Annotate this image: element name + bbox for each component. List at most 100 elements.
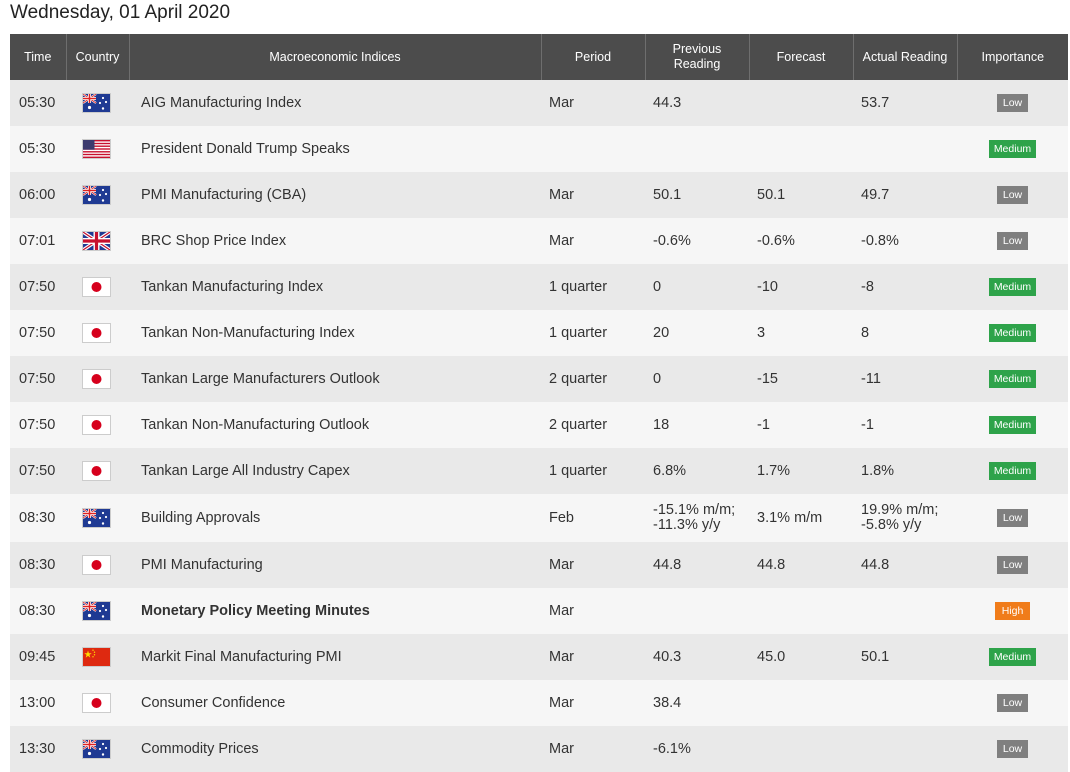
table-row[interactable]: 06:00 PMI Manufacturing (CBA) Mar 50.1 50.1 4…: [10, 172, 1068, 218]
row-index-name: Tankan Large Manufacturers Outlook: [129, 356, 541, 402]
row-previous: 40.3: [645, 634, 749, 680]
importance-badge: Medium: [988, 648, 1037, 666]
row-importance: Medium: [957, 634, 1068, 680]
row-country: [66, 218, 129, 264]
row-country: [66, 356, 129, 402]
table-row[interactable]: 05:30 AIG Manufacturing Index Mar 44.3 53.7 L…: [10, 80, 1068, 126]
row-time: 07:50: [10, 310, 66, 356]
table-header-row: Time Country Macroeconomic Indices Perio…: [10, 34, 1068, 80]
row-previous: 0: [645, 264, 749, 310]
row-importance: Medium: [957, 310, 1068, 356]
row-forecast: -10: [749, 264, 853, 310]
row-previous: 44.3: [645, 80, 749, 126]
row-time: 07:50: [10, 448, 66, 494]
row-index-name: PMI Manufacturing (CBA): [129, 172, 541, 218]
row-importance: Medium: [957, 126, 1068, 172]
table-row[interactable]: 08:30 Building Approvals Feb -15.1% m/m; -1…: [10, 494, 1068, 542]
row-previous: [645, 588, 749, 634]
row-country: [66, 680, 129, 726]
row-previous: [645, 126, 749, 172]
row-forecast: [749, 680, 853, 726]
importance-badge: Low: [996, 740, 1029, 758]
uk-flag-icon: [83, 232, 110, 250]
row-previous: 6.8%: [645, 448, 749, 494]
table-row[interactable]: 07:50 Tankan Large All Industry Capex 1 qu…: [10, 448, 1068, 494]
row-period: 1 quarter: [541, 264, 645, 310]
row-time: 07:50: [10, 402, 66, 448]
row-index-name: Markit Final Manufacturing PMI: [129, 634, 541, 680]
row-period: Feb: [541, 494, 645, 542]
row-period: Mar: [541, 218, 645, 264]
importance-badge: Medium: [988, 462, 1037, 480]
row-country: [66, 402, 129, 448]
row-index-name: Tankan Non-Manufacturing Outlook: [129, 402, 541, 448]
row-forecast: -0.6%: [749, 218, 853, 264]
table-row[interactable]: 07:50 Tankan Non-Manufacturing Outlook 2 q…: [10, 402, 1068, 448]
row-actual: [853, 726, 957, 772]
row-country: [66, 634, 129, 680]
table-row[interactable]: 08:30 PMI Manufacturing Mar 44.8 44.8 44.8 Low: [10, 542, 1068, 588]
row-actual: [853, 588, 957, 634]
row-forecast: [749, 588, 853, 634]
table-row[interactable]: 07:50 Tankan Manufacturing Index 1 quarter…: [10, 264, 1068, 310]
japan-flag-icon: [83, 462, 110, 480]
row-time: 08:30: [10, 588, 66, 634]
table-row[interactable]: 13:00 Consumer Confidence Mar 38.4 Low: [10, 680, 1068, 726]
row-time: 07:50: [10, 356, 66, 402]
row-actual: -1: [853, 402, 957, 448]
row-time: 05:30: [10, 126, 66, 172]
table-row[interactable]: 09:45 Markit Final Manufacturing PMI Mar 40…: [10, 634, 1068, 680]
header-country: Country: [65, 34, 129, 80]
row-importance: Low: [957, 172, 1068, 218]
importance-badge: Low: [996, 694, 1029, 712]
row-period: 2 quarter: [541, 402, 645, 448]
row-importance: Medium: [957, 264, 1068, 310]
header-actual: Actual Reading: [852, 34, 957, 80]
importance-badge: Medium: [988, 370, 1037, 388]
importance-badge: Low: [996, 186, 1029, 204]
table-row[interactable]: 07:50 Tankan Large Manufacturers Outlook 2…: [10, 356, 1068, 402]
australia-flag-icon: [83, 509, 110, 527]
row-actual: 1.8%: [853, 448, 957, 494]
row-time: 09:45: [10, 634, 66, 680]
table-row[interactable]: 07:50 Tankan Non-Manufacturing Index 1 qua…: [10, 310, 1068, 356]
row-period: Mar: [541, 634, 645, 680]
importance-badge: Low: [996, 94, 1029, 112]
header-time: Time: [10, 34, 66, 80]
row-time: 13:00: [10, 680, 66, 726]
row-time: 13:30: [10, 726, 66, 772]
row-previous: -0.6%: [645, 218, 749, 264]
row-actual: 44.8: [853, 542, 957, 588]
header-forecast: Forecast: [748, 34, 853, 80]
row-forecast: 3.1% m/m: [749, 494, 853, 542]
row-previous: -6.1%: [645, 726, 749, 772]
row-forecast: 45.0: [749, 634, 853, 680]
row-previous: 20: [645, 310, 749, 356]
row-time: 07:01: [10, 218, 66, 264]
table-row[interactable]: 08:30 Monetary Policy Meeting Minutes Mar H…: [10, 588, 1068, 634]
importance-badge: Medium: [988, 324, 1037, 342]
australia-flag-icon: [83, 740, 110, 758]
row-forecast: 50.1: [749, 172, 853, 218]
row-country: [66, 542, 129, 588]
row-period: Mar: [541, 726, 645, 772]
row-index-name: Building Approvals: [129, 494, 541, 542]
table-row[interactable]: 07:01 BRC Shop Price Index Mar -0.6% -0.6% -0…: [10, 218, 1068, 264]
header-previous-line1: Previous: [672, 42, 722, 56]
row-importance: Low: [957, 680, 1068, 726]
japan-flag-icon: [83, 556, 110, 574]
header-indices: Macroeconomic Indices: [128, 34, 541, 80]
australia-flag-icon: [83, 94, 110, 112]
table-row[interactable]: 05:30 President Donald Trump Speaks Medium: [10, 126, 1068, 172]
importance-badge: Medium: [988, 140, 1037, 158]
row-period: Mar: [541, 680, 645, 726]
row-forecast: [749, 80, 853, 126]
table-row[interactable]: 13:30 Commodity Prices Mar -6.1% Low: [10, 726, 1068, 772]
row-actual: 49.7: [853, 172, 957, 218]
row-index-name: President Donald Trump Speaks: [129, 126, 541, 172]
row-importance: High: [957, 588, 1068, 634]
row-importance: Low: [957, 494, 1068, 542]
row-country: [66, 80, 129, 126]
row-time: 05:30: [10, 80, 66, 126]
japan-flag-icon: [83, 370, 110, 388]
